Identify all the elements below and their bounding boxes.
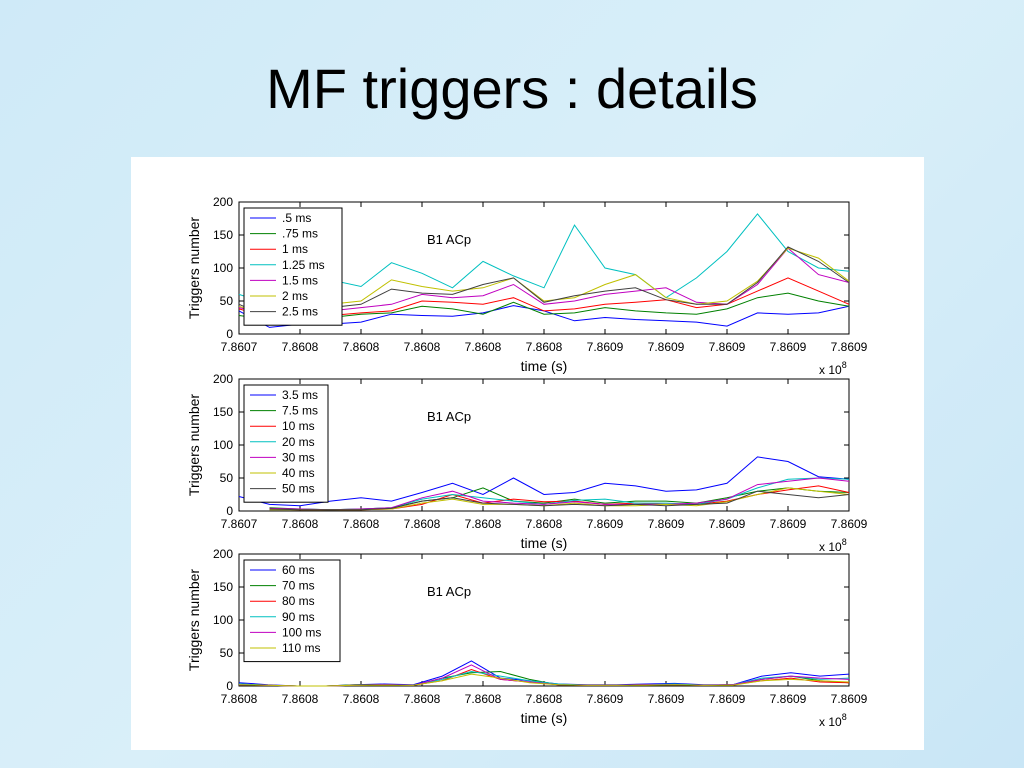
x-exponent: x 108 [819, 712, 847, 729]
series-line [269, 487, 850, 511]
y-tick-label: 0 [226, 679, 233, 693]
legend-entry: 2.5 ms [282, 305, 318, 319]
legend-entry: 7.5 ms [282, 404, 318, 418]
chart-2: 0 50 100 150 200 7.8607 7.8608 7.8608 7.8608 7.86… [186, 372, 868, 554]
x-tick-label: 7.8608 [282, 517, 319, 531]
x-exponent: x 108 [819, 360, 847, 377]
y-tick-label: 100 [213, 613, 233, 627]
y-tick-label: 0 [226, 327, 233, 341]
x-tick-label: 7.8609 [587, 517, 624, 531]
x-tick-label: 7.8609 [709, 340, 746, 354]
x-tick-label: 7.8609 [648, 517, 685, 531]
figure-svg: 0 50 100 150 200 7.8607 7.8608 7.8608 7.8608 7.86… [186, 195, 868, 729]
legend-box [243, 559, 341, 663]
x-tick-label: 7.8609 [770, 517, 807, 531]
x-tick-label: 7.8608 [404, 517, 441, 531]
legend-box [243, 384, 329, 503]
x-tick-label: 7.8609 [709, 692, 746, 706]
y-axis-label: Triggers number [186, 217, 202, 320]
x-tick-label: 7.8608 [343, 692, 380, 706]
y-axis-label: Triggers number [186, 569, 202, 672]
x-tick-label: 7.8608 [526, 340, 563, 354]
chart-3: 0 50 100 150 200 7.8608 7.8608 7.8608 7.8608 7.86… [186, 547, 868, 729]
x-tick-label: 7.8608 [343, 340, 380, 354]
legend-entry: 20 ms [282, 435, 315, 449]
series-line [269, 490, 850, 511]
x-tick-label: 7.8609 [648, 692, 685, 706]
x-tick-label: 7.8608 [404, 692, 441, 706]
chart-annotation: B1 ACp [427, 584, 471, 599]
x-tick-label: 7.8609 [648, 340, 685, 354]
x-axis-label: time (s) [521, 710, 568, 726]
legend-box [243, 207, 343, 326]
legend-entry: 3.5 ms [282, 388, 318, 402]
chart-1: 0 50 100 150 200 7.8607 7.8608 7.8608 7.8608 7.86… [186, 195, 868, 377]
legend-entry: 50 ms [282, 482, 315, 496]
y-tick-label: 0 [226, 504, 233, 518]
x-tick-label: 7.8607 [221, 517, 258, 531]
legend-entry: .75 ms [282, 227, 318, 241]
y-tick-label: 200 [213, 372, 233, 386]
x-axis-label: time (s) [521, 535, 568, 551]
series-line [238, 456, 850, 507]
x-tick-label: 7.8609 [770, 340, 807, 354]
x-tick-label: 7.8608 [526, 517, 563, 531]
y-axis-label: Triggers number [186, 394, 202, 497]
y-tick-label: 150 [213, 405, 233, 419]
legend-entry: 110 ms [282, 641, 320, 655]
y-tick-label: 100 [213, 438, 233, 452]
x-tick-label: 7.8608 [465, 517, 502, 531]
x-tick-label: 7.8608 [282, 692, 319, 706]
y-tick-label: 100 [213, 261, 233, 275]
legend-entry: 2 ms [282, 289, 308, 303]
x-tick-label: 7.8609 [709, 517, 746, 531]
legend-entry: 80 ms [282, 594, 315, 608]
x-tick-label: 7.8609 [770, 692, 807, 706]
y-tick-label: 50 [220, 471, 234, 485]
chart-annotation: B1 ACp [427, 232, 471, 247]
y-tick-label: 200 [213, 195, 233, 209]
x-tick-label: 7.8609 [831, 692, 868, 706]
y-tick-label: 150 [213, 580, 233, 594]
x-tick-label: 7.8608 [343, 517, 380, 531]
x-tick-label: 7.8608 [404, 340, 441, 354]
series-line [238, 673, 850, 687]
x-tick-label: 7.8608 [526, 692, 563, 706]
slide-title: MF triggers : details [266, 57, 758, 120]
legend-entry: .5 ms [282, 211, 311, 225]
x-tick-label: 7.8609 [831, 517, 868, 531]
x-tick-label: 7.8608 [221, 692, 258, 706]
chart-annotation: B1 ACp [427, 409, 471, 424]
x-tick-label: 7.8609 [587, 340, 624, 354]
figure-panel: 0 50 100 150 200 7.8607 7.8608 7.8608 7.8608 7.86… [131, 157, 924, 750]
legend-entry: 40 ms [282, 466, 315, 480]
series-line [269, 477, 850, 511]
x-tick-label: 7.8608 [282, 340, 319, 354]
legend-entry: 1 ms [282, 242, 308, 256]
legend-entry: 70 ms [282, 579, 315, 593]
legend-entry: 90 ms [282, 610, 315, 624]
legend-entry: 60 ms [282, 563, 315, 577]
x-tick-label: 7.8609 [831, 340, 868, 354]
x-tick-label: 7.8607 [221, 340, 258, 354]
legend-entry: 100 ms [282, 625, 321, 639]
y-tick-label: 50 [220, 646, 234, 660]
legend-entry: 1.5 ms [282, 273, 318, 287]
legend-entry: 10 ms [282, 419, 315, 433]
legend-entry: 30 ms [282, 450, 315, 464]
y-tick-label: 200 [213, 547, 233, 561]
x-exponent: x 108 [819, 537, 847, 554]
legend-entry: 1.25 ms [282, 258, 325, 272]
x-axis-label: time (s) [521, 358, 568, 374]
y-tick-label: 50 [220, 294, 234, 308]
x-tick-label: 7.8608 [465, 692, 502, 706]
x-tick-label: 7.8609 [587, 692, 624, 706]
y-tick-label: 150 [213, 228, 233, 242]
x-tick-label: 7.8608 [465, 340, 502, 354]
